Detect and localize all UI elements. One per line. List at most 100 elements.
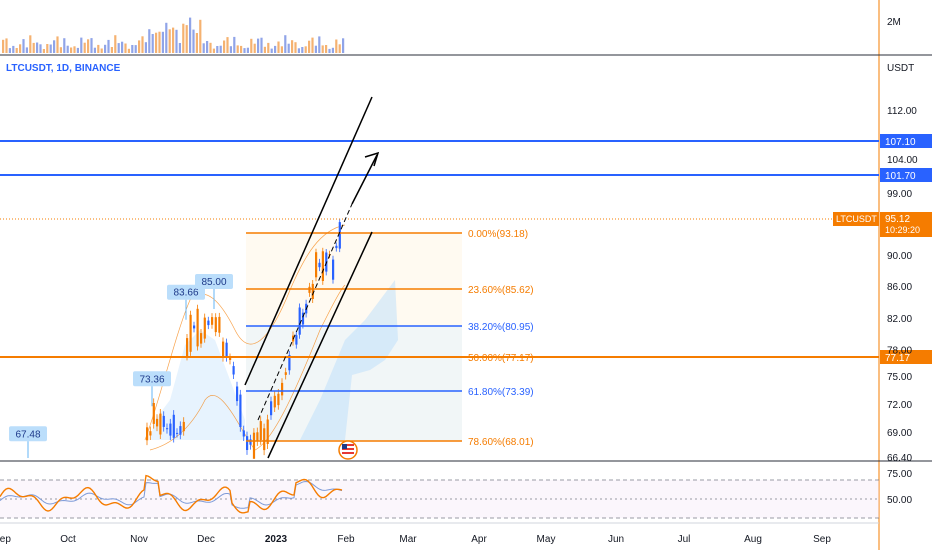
candle: [169, 423, 172, 436]
candle: [301, 312, 305, 325]
time-label: May: [537, 534, 556, 545]
volume-bar: [70, 47, 73, 53]
channel-mid-line[interactable]: [257, 203, 353, 421]
volume-bar: [178, 43, 181, 53]
time-label: Nov: [130, 534, 148, 545]
volume-bar: [287, 43, 290, 53]
volume-bar: [318, 36, 321, 53]
candle: [182, 421, 185, 432]
last-price-value: 95.12: [885, 214, 910, 225]
candle: [277, 393, 280, 406]
candle: [172, 414, 175, 438]
volume-bar: [127, 48, 130, 53]
candle: [298, 307, 301, 335]
price-tick: 104.00: [887, 155, 918, 166]
channel-upper-line[interactable]: [244, 96, 373, 386]
candle: [335, 245, 338, 249]
price-axis[interactable]: 112.00 104.00 99.00 90.00 86.00 82.00 78.00 75.…: [887, 106, 918, 464]
volume-bar: [325, 45, 328, 53]
channel-lower-line[interactable]: [267, 231, 373, 459]
horizontal-lines[interactable]: 107.10 101.70 77.17: [0, 134, 932, 364]
volume-bar: [131, 45, 134, 53]
volume-bar: [124, 43, 127, 53]
volume-bar: [291, 40, 294, 53]
volume-bar: [314, 45, 317, 53]
volume-bar: [59, 47, 62, 53]
candle: [179, 426, 182, 435]
volume-bar: [25, 47, 28, 53]
volume-bar: [19, 44, 22, 53]
time-axis[interactable]: Sep Oct Nov Dec 2023 Feb Mar Apr May Jun Jul Aug Sep: [0, 534, 831, 545]
candle: [281, 382, 284, 396]
volume-bar: [246, 47, 249, 53]
candle: [284, 372, 287, 375]
candle: [315, 252, 318, 278]
volume-bar: [36, 42, 39, 53]
fib-levels[interactable]: 0.00%(93.18) 23.60%(85.62) 38.20%(80.95) 50…: [246, 229, 534, 448]
volume-bar: [185, 25, 188, 53]
candle: [246, 436, 249, 450]
candle: [232, 366, 235, 375]
peak-label-box: [167, 284, 205, 300]
symbol-title[interactable]: LTCUSDT, 1D, BINANCE: [6, 63, 121, 74]
volume-bar: [189, 17, 192, 54]
volume-bar: [87, 39, 90, 53]
volume-bar: [80, 37, 83, 53]
volume-bar: [331, 47, 334, 53]
volume-bar: [151, 34, 154, 53]
volume-bar: [257, 38, 260, 53]
volume-bar: [342, 38, 345, 53]
volume-bar: [253, 43, 256, 53]
volume-bar: [39, 44, 42, 53]
volume-bar: [328, 48, 331, 53]
volume-bar: [83, 42, 86, 53]
candle: [338, 222, 341, 249]
peak-label-box: [195, 273, 233, 289]
volume-bar: [270, 48, 273, 53]
volume-bar: [141, 36, 144, 53]
candle: [152, 403, 155, 424]
projection-arrow-line[interactable]: [351, 154, 378, 205]
candle: [270, 401, 273, 416]
volume-bar: [284, 35, 287, 53]
fib-label: 0.00%(93.18): [468, 229, 528, 240]
candle: [203, 317, 206, 339]
volume-bar: [15, 48, 18, 53]
candle: [288, 355, 291, 371]
volume-bars: [2, 17, 345, 54]
price-tick: 75.00: [887, 372, 912, 383]
volume-bar: [158, 31, 161, 53]
volume-bar: [144, 42, 147, 53]
candle: [229, 357, 232, 360]
volume-bar: [294, 42, 297, 53]
volume-bar: [29, 35, 32, 53]
volume-bar: [260, 37, 263, 53]
time-label: 2023: [265, 534, 288, 545]
price-tick: 82.00: [887, 314, 912, 325]
time-label: Sep: [813, 534, 831, 545]
candle: [200, 333, 203, 344]
volume-bar: [42, 49, 45, 53]
price-tick: 99.00: [887, 189, 912, 200]
volume-bar: [110, 47, 113, 53]
h-line-107-label: 107.10: [885, 137, 916, 148]
us-flag-icon[interactable]: [338, 440, 358, 460]
volume-bar: [216, 46, 219, 53]
volume-bar: [46, 44, 49, 53]
volume-bar: [53, 40, 56, 53]
volume-bar: [100, 48, 103, 53]
volume-bar: [12, 45, 15, 53]
candle: [263, 428, 266, 451]
volume-bar: [182, 23, 185, 53]
peak-label: 73.36: [139, 374, 164, 385]
candle: [318, 262, 321, 268]
volume-bar: [335, 39, 338, 53]
candle: [239, 394, 242, 427]
volume-bar: [32, 42, 35, 53]
candle: [162, 415, 165, 427]
volume-bar: [107, 39, 110, 53]
h-line-77-badge: [880, 350, 932, 364]
volume-bar: [104, 44, 107, 53]
volume-bar: [267, 42, 270, 53]
